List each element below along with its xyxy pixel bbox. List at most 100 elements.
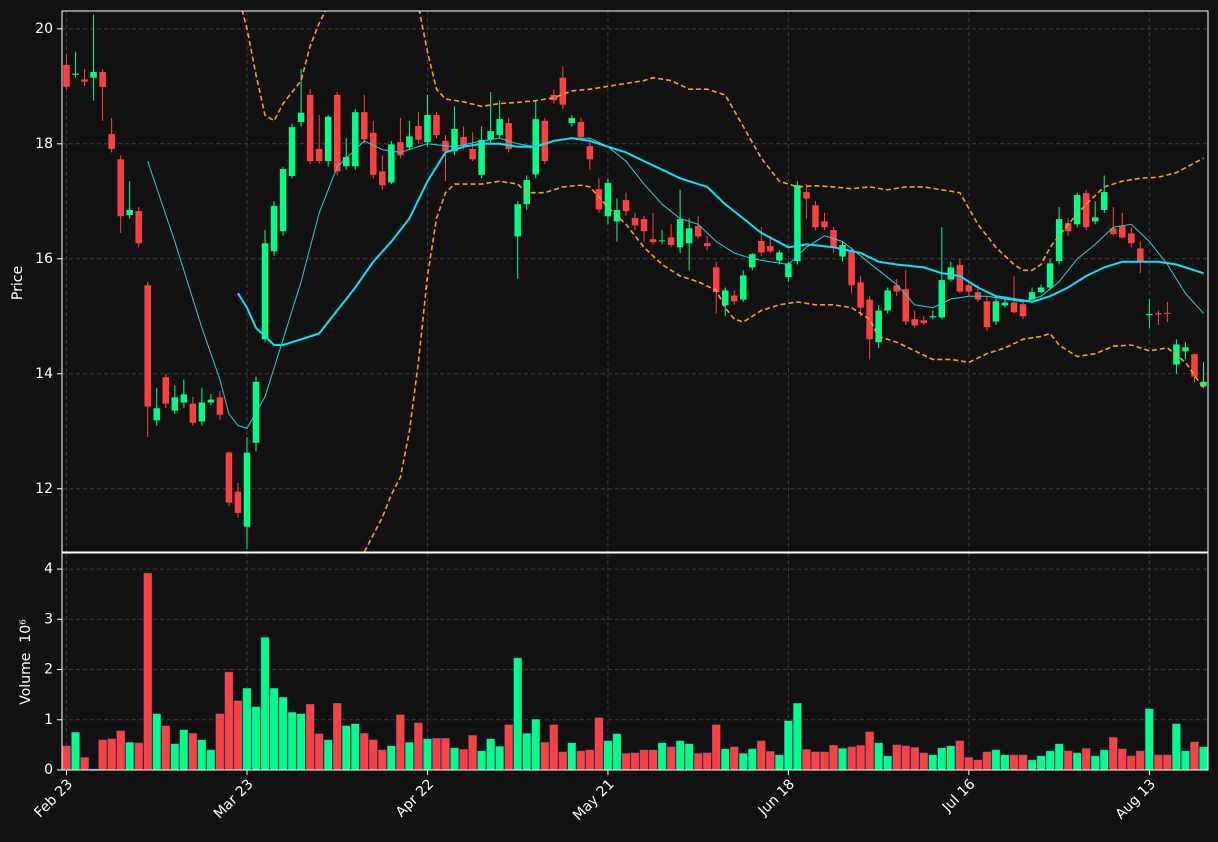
volume-tick-label: 3	[44, 611, 53, 627]
candle-body	[983, 301, 991, 328]
candle-body	[803, 192, 810, 199]
y-tick-label: 12	[35, 481, 53, 497]
volume-bar	[107, 738, 116, 771]
candle-body	[929, 316, 937, 318]
candle-body	[1100, 192, 1108, 210]
candle-body	[749, 254, 756, 268]
candle-body	[640, 219, 648, 232]
candle-body	[1001, 302, 1009, 306]
volume-bar	[856, 745, 865, 771]
volume-bar	[1054, 743, 1064, 771]
candle-body	[920, 320, 928, 324]
candle-body	[216, 397, 224, 415]
volume-tick-label: 0	[44, 762, 53, 778]
volume-bar	[125, 742, 134, 771]
volume-bar	[495, 746, 504, 771]
candle-body	[1091, 217, 1099, 222]
volume-tick-label: 2	[44, 662, 53, 678]
candle-body	[785, 263, 792, 278]
volume-bar	[540, 742, 550, 771]
candle-body	[758, 240, 765, 253]
candle-body	[884, 290, 891, 311]
y-tick-label: 14	[35, 366, 53, 382]
candle-body	[261, 243, 269, 340]
volume-bar	[892, 744, 901, 771]
candle-body	[324, 116, 332, 162]
candle-body	[487, 131, 494, 140]
candle-body	[1082, 193, 1090, 228]
candle-body	[126, 209, 133, 216]
volume-bar	[919, 752, 929, 771]
volume-bar	[1154, 754, 1163, 771]
candle-body	[306, 94, 314, 162]
volume-bar	[450, 747, 459, 771]
volume-bar	[1000, 754, 1010, 771]
volume-bar	[865, 731, 874, 771]
candle-body	[505, 123, 512, 149]
volume-bar	[901, 745, 910, 771]
volume-bar	[1027, 759, 1037, 771]
y-tick-label: 20	[35, 21, 53, 37]
volume-bar	[946, 745, 956, 771]
candle-body	[279, 169, 287, 232]
candle-body	[550, 94, 558, 101]
candle-body	[956, 265, 964, 292]
volume-bar	[594, 717, 604, 771]
volume-bar	[414, 722, 423, 771]
volume-bar	[477, 750, 486, 771]
candle-body	[234, 491, 242, 513]
volume-bar	[675, 740, 685, 771]
candle-body	[649, 239, 657, 243]
overlay-line	[237, 137, 1204, 346]
volume-bar	[1199, 746, 1208, 771]
candle-body	[1055, 219, 1063, 262]
volume-bar	[405, 742, 414, 771]
overlay-line	[241, 11, 1204, 272]
candle-body	[685, 228, 693, 244]
volume-bar	[197, 739, 207, 771]
volume-offset: 10⁶	[18, 619, 34, 643]
volume-bar	[838, 748, 847, 771]
volume-bar	[486, 738, 495, 771]
candle-body	[947, 267, 955, 280]
candle-body	[821, 221, 828, 228]
volume-bar	[910, 747, 919, 771]
candle-body	[1119, 226, 1126, 238]
candle-body	[731, 295, 738, 302]
volume-bar	[1090, 755, 1100, 771]
volume-axis-label: Volume 10⁶	[18, 619, 34, 705]
volume-bar	[1118, 748, 1127, 771]
candle-body	[108, 134, 115, 149]
volume-bar	[757, 740, 766, 771]
volume-bar	[62, 745, 71, 771]
candle-body	[595, 189, 603, 210]
volume-bar	[323, 739, 333, 771]
candle-body	[559, 77, 567, 105]
candle-body	[288, 127, 296, 177]
candle-body	[243, 452, 251, 527]
candle-body	[1182, 347, 1189, 352]
volume-bar	[531, 719, 541, 771]
volume-bar	[1018, 754, 1028, 771]
candle-body	[162, 377, 170, 404]
volume-bar	[179, 729, 189, 771]
candle-body	[1137, 248, 1144, 262]
volume-bar	[612, 733, 622, 771]
volume-bar	[522, 733, 531, 771]
volume-bar	[98, 739, 107, 771]
candle-body	[839, 244, 846, 257]
candle-body	[352, 112, 359, 167]
candle-body	[703, 243, 711, 247]
volume-bar	[1172, 723, 1181, 771]
volume-bar	[1181, 750, 1190, 771]
price-frame	[61, 10, 1209, 553]
volume-bar	[387, 745, 396, 771]
volume-bar	[260, 637, 270, 771]
volume-bar	[684, 743, 694, 771]
candle-body	[866, 299, 873, 340]
volume-bar	[242, 687, 252, 771]
candle-body	[658, 240, 666, 242]
candle-body	[667, 237, 675, 245]
volume-bar	[341, 725, 351, 771]
volume-label: Volume	[18, 653, 34, 705]
